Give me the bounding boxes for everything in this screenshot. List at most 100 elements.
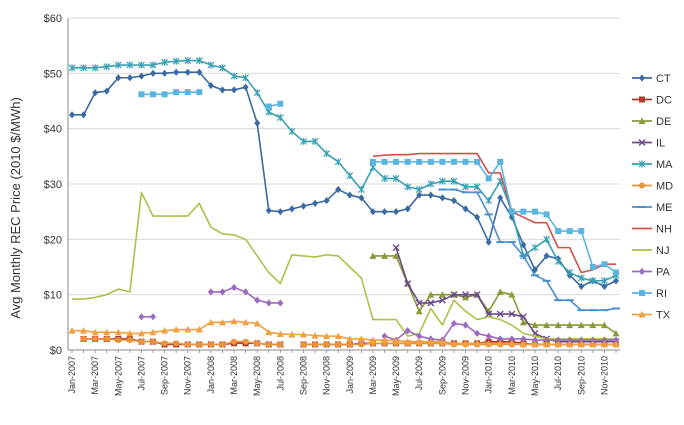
- data-point: [334, 158, 342, 166]
- legend-swatch-marker: [638, 160, 646, 168]
- data-point: [508, 335, 515, 343]
- data-point: [288, 331, 296, 338]
- data-point: [277, 341, 284, 348]
- data-point: [300, 341, 307, 348]
- data-point: [578, 228, 585, 235]
- data-point: [392, 337, 400, 344]
- x-tick-label: Mar-2007: [90, 356, 100, 395]
- data-point: [554, 340, 562, 348]
- y-tick-label: $60: [44, 13, 62, 25]
- data-point: [254, 340, 261, 347]
- data-point: [207, 61, 215, 69]
- data-point: [161, 69, 168, 77]
- data-point: [277, 208, 284, 216]
- series-line: [72, 191, 616, 340]
- data-point: [531, 336, 538, 344]
- data-point: [138, 72, 145, 80]
- data-point: [496, 288, 504, 295]
- series-pa: [138, 283, 619, 344]
- data-point: [126, 329, 134, 337]
- data-point: [346, 191, 353, 199]
- data-point: [554, 321, 562, 329]
- data-point: [381, 336, 389, 344]
- data-point: [173, 68, 180, 76]
- data-point: [508, 291, 516, 298]
- data-point: [207, 318, 215, 326]
- data-point: [577, 274, 585, 282]
- data-point: [589, 321, 597, 329]
- data-point: [149, 328, 157, 336]
- series-nh: [372, 152, 616, 274]
- data-point: [172, 57, 180, 65]
- data-point: [184, 68, 191, 76]
- data-point: [462, 321, 469, 329]
- series-ri: [138, 89, 619, 276]
- data-point: [485, 332, 492, 340]
- legend-label: MA: [656, 159, 673, 171]
- data-point: [555, 336, 562, 344]
- data-point: [589, 340, 597, 348]
- data-point: [161, 340, 168, 347]
- data-point: [427, 158, 434, 165]
- data-point: [577, 321, 585, 329]
- data-point: [427, 291, 435, 298]
- data-point: [404, 205, 411, 213]
- data-point: [346, 172, 354, 180]
- data-point: [473, 291, 481, 299]
- data-point: [138, 91, 145, 98]
- data-point: [496, 339, 504, 347]
- data-point: [589, 277, 597, 285]
- legend-label: NJ: [656, 245, 669, 257]
- data-point: [496, 310, 504, 318]
- data-point: [358, 194, 365, 202]
- data-point: [114, 328, 122, 336]
- data-point: [219, 341, 226, 348]
- data-point: [91, 328, 99, 336]
- x-tick-label: Sep-2010: [576, 356, 586, 395]
- data-point: [300, 202, 307, 210]
- legend-item-ma: MA: [632, 159, 673, 171]
- data-point: [196, 68, 203, 76]
- data-point: [323, 197, 330, 205]
- data-point: [254, 119, 261, 127]
- data-point: [335, 341, 342, 348]
- data-point: [80, 111, 87, 119]
- data-point: [253, 89, 261, 97]
- data-point: [103, 63, 111, 71]
- data-point: [115, 74, 122, 82]
- data-point: [404, 183, 412, 191]
- data-point: [438, 296, 446, 304]
- data-point: [392, 174, 400, 182]
- data-point: [613, 277, 619, 285]
- data-point: [357, 335, 365, 342]
- data-point: [485, 339, 493, 347]
- data-point: [184, 341, 191, 348]
- data-point: [276, 114, 284, 122]
- x-tick-label: Jan-2008: [206, 356, 216, 394]
- data-point: [346, 341, 353, 348]
- data-point: [196, 341, 203, 348]
- data-point: [323, 150, 331, 158]
- data-point: [474, 213, 481, 221]
- data-point: [265, 108, 273, 116]
- legend-swatch-marker: [638, 117, 646, 124]
- data-point: [415, 186, 423, 194]
- series-line: [372, 152, 616, 274]
- data-point: [173, 340, 180, 347]
- data-point: [566, 340, 574, 348]
- data-point: [462, 339, 470, 347]
- series-tx: [68, 317, 620, 348]
- data-point: [462, 158, 469, 165]
- data-point: [520, 241, 527, 249]
- series-line: [72, 71, 617, 288]
- data-point: [242, 74, 250, 82]
- series-ma: [68, 57, 620, 285]
- data-point: [173, 89, 180, 96]
- x-tick-label: May-2010: [530, 356, 540, 396]
- data-point: [103, 328, 111, 336]
- legend-item-pa: PA: [632, 267, 671, 279]
- data-point: [161, 91, 168, 98]
- x-tick-label: Nov-2009: [461, 356, 471, 395]
- data-point: [508, 208, 515, 215]
